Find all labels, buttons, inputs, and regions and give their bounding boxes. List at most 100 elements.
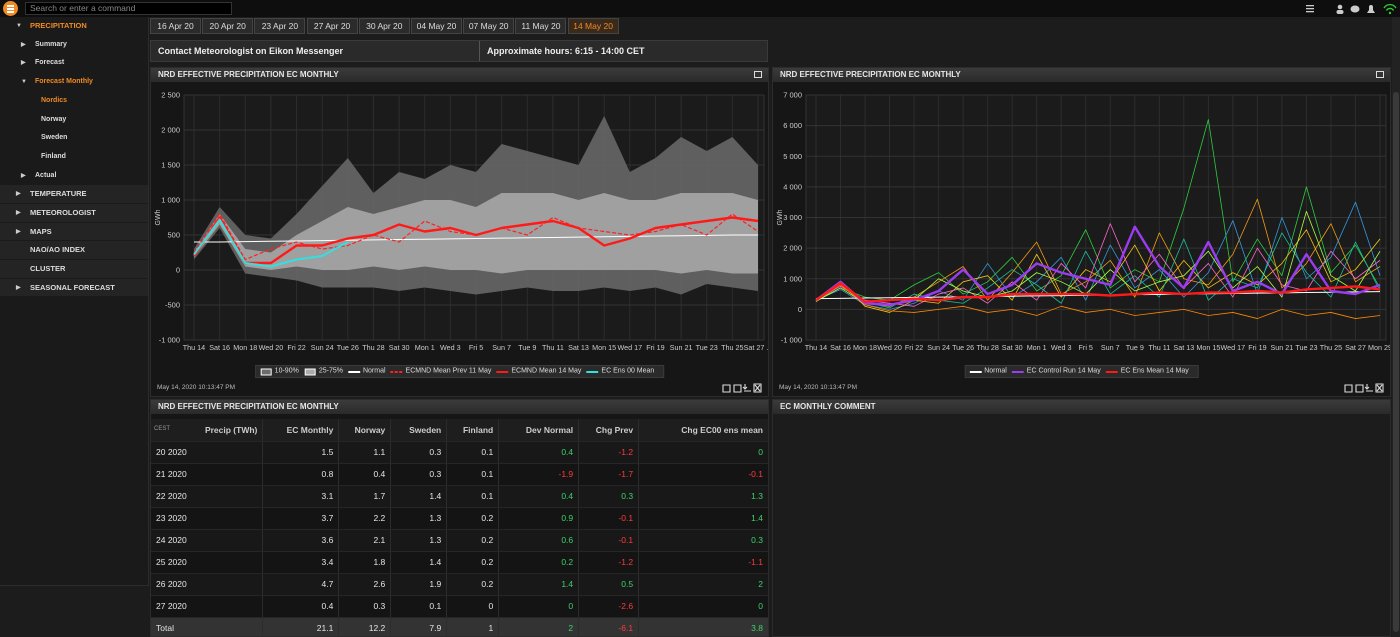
app-menu-button[interactable] [3,1,18,16]
table-cell: 1.4 [390,485,448,508]
date-tab[interactable]: 11 May 20 [515,18,567,34]
column-header[interactable]: Finland [446,419,500,442]
scrollbar[interactable] [1392,17,1400,637]
date-tab[interactable]: 14 May 20 [567,18,619,34]
table-cell: 21.1 [262,617,340,636]
column-header[interactable]: EC Monthly [262,419,340,442]
table-cell: 0.8 [262,463,340,486]
column-header-text: Chg Prev [595,424,634,435]
sidebar: ▼ PRECIPITATION ▶ Summary ▶ Forecast ▼ Forecast… [0,17,149,585]
table-cell: 0.3 [578,485,640,508]
legend-item[interactable]: 25-75% [304,368,343,375]
legend-swatch [347,370,360,373]
panel-title: NRD EFFECTIVE PRECIPITATION EC MONTHLY [151,400,768,414]
sidebar-item[interactable]: ▶ Forecast [0,54,148,73]
export-icons[interactable] [1344,383,1384,393]
x-tick-label-box: Tue 23 [1295,344,1317,352]
icon [1364,384,1373,392]
sidebar-label: Sweden [41,134,68,142]
column-header-text: Dev Normal [525,424,574,435]
maximize-icon[interactable] [754,71,762,78]
sidebar-item[interactable]: ▶ TEMPERATURE [0,185,148,204]
sidebar-arrow: ▶ [16,228,21,235]
sidebar-item[interactable]: Sweden [0,129,148,148]
legend-item[interactable]: Normal [347,368,386,375]
sidebar-item[interactable]: Nordics [0,92,148,111]
column-header[interactable]: Chg EC00 ens mean [638,419,768,442]
sidebar-item[interactable]: ▼ Forecast Monthly [0,73,148,92]
search-box[interactable]: Search or enter a command [25,2,232,15]
legend-item[interactable]: ECMND Mean Prev 11 May [390,368,491,375]
date-tab[interactable]: 07 May 20 [463,18,515,34]
icon [753,383,762,393]
column-header[interactable]: Sweden [390,419,448,442]
legend-swatch [260,368,272,375]
legend-label: EC Ens Mean 14 May [1120,368,1189,375]
sidebar-label: Summary [35,40,67,48]
series-line [193,216,759,265]
contact-text[interactable]: Contact Meteorologist on Eikon Messenger [158,46,344,56]
column-header[interactable]: Dev Normal [498,419,580,442]
table-cell: 26 2020 [151,573,264,596]
table-cell: 2 [638,573,768,596]
legend-swatch [496,370,509,373]
x-tick-label-box: Thu 25 [721,344,743,352]
y-tick-label: 2 000 [783,244,802,253]
date-tab[interactable]: 23 Apr 20 [254,18,306,34]
toolbar-icons[interactable] [1306,2,1400,15]
series-line [815,232,1381,309]
sidebar-item[interactable]: NAO/AO INDEX [0,241,148,261]
x-tick-label-box: Thu 14 [183,344,205,352]
x-tick-label: Tue 26 [952,344,975,352]
legend-item[interactable]: Normal [969,368,1007,375]
sidebar-footer [0,585,149,637]
legend-label: Normal [984,368,1007,375]
date-tab[interactable]: 20 Apr 20 [202,18,254,34]
sidebar-item[interactable]: ▶ MAPS [0,222,148,242]
column-header[interactable]: CEST Precip (TWh) [151,419,264,442]
table-row: 21 2020 0.8 0.4 0.3 0.1 -1.9 -1.7 -0.1 [151,463,768,486]
date-tab[interactable]: 16 Apr 20 [150,18,201,34]
column-header[interactable]: Norway [338,419,392,442]
sidebar-item[interactable]: ▶ SEASONAL FORECAST [0,278,148,298]
sidebar-item[interactable]: CLUSTER [0,260,148,279]
column-header[interactable]: Chg Prev [578,419,640,442]
table-cell: 1.9 [390,573,448,596]
legend-item[interactable]: EC Control Run 14 May [1011,368,1101,375]
export-icons[interactable] [722,383,762,393]
table-cell: 0.4 [498,485,580,508]
legend-swatch [1105,370,1118,373]
sidebar-item[interactable]: ▶ Actual [0,167,148,186]
legend-item[interactable]: EC Ens Mean 14 May [1105,368,1189,375]
legend-item[interactable]: ECMND Mean 14 May [496,368,581,375]
legend-item[interactable]: EC Ens 00 Mean [586,368,654,375]
maximize-icon[interactable] [1376,71,1384,78]
sidebar-item[interactable]: Norway [0,111,148,130]
legend-item[interactable]: 10-90% [260,368,299,375]
date-tab[interactable]: 27 Apr 20 [306,18,358,34]
table-cell: 0 [446,595,500,618]
sidebar-item[interactable]: ▶ METEOROLOGIST [0,204,148,223]
x-tick-label-box: Thu 11 [542,344,564,352]
date-tab[interactable]: 30 Apr 20 [358,18,410,34]
sidebar-arrow: ▶ [16,284,21,291]
y-axis-label: GWh [777,209,784,225]
y-tick-label: 7 000 [783,91,802,100]
x-tick-label-box: Thu 14 [805,344,827,352]
sidebar-item[interactable]: Finland [0,148,148,167]
sidebar-item[interactable]: ▶ Summary [0,36,148,55]
x-tick-label-box: Thu 25 [1320,344,1342,352]
column-header-text: Norway [354,424,386,435]
table-cell: 1.3 [390,529,448,552]
x-tick-label: Mon 29 [1368,344,1390,352]
x-tick-label: Wed 3 [1050,344,1072,352]
table-cell: 2.1 [338,529,392,552]
x-tick-label-box: Sun 24 [927,344,950,352]
date-tab[interactable]: 04 May 20 [411,18,462,34]
x-tick-label: Sat 13 [568,344,589,352]
table-cell: 1.5 [262,441,340,464]
table-cell: 1.4 [390,551,448,574]
sidebar-item[interactable]: ▼ PRECIPITATION [0,17,148,36]
table-cell: 12.2 [338,617,392,636]
legend-swatch [1011,370,1024,373]
